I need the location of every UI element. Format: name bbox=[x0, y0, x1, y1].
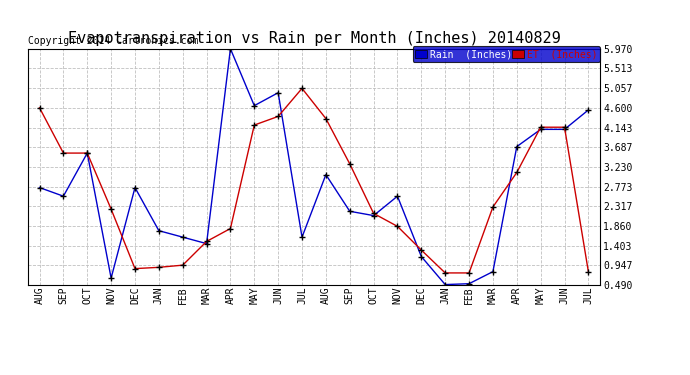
Text: Copyright 2014 Cartronics.com: Copyright 2014 Cartronics.com bbox=[28, 36, 198, 46]
Legend: Rain  (Inches), ET  (Inches): Rain (Inches), ET (Inches) bbox=[413, 46, 600, 62]
Title: Evapotranspiration vs Rain per Month (Inches) 20140829: Evapotranspiration vs Rain per Month (In… bbox=[68, 31, 560, 46]
